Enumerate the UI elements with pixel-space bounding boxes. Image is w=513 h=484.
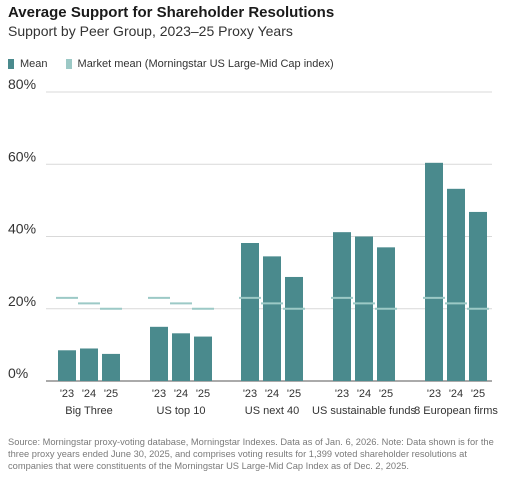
bar — [285, 276, 303, 381]
bar — [469, 211, 487, 381]
x-tick-label: '23 — [60, 388, 74, 400]
legend-label-mean: Mean — [20, 58, 48, 70]
x-tick-label: '25 — [104, 388, 118, 400]
bar — [425, 162, 443, 381]
y-tick-label: 60% — [8, 148, 36, 164]
x-tick-label: '23 — [152, 388, 166, 400]
group-label: Big Three — [65, 405, 113, 417]
chart-subtitle: Support by Peer Group, 2023–25 Proxy Yea… — [8, 23, 293, 39]
bar — [58, 350, 76, 381]
y-tick-label: 40% — [8, 221, 36, 237]
bar — [80, 348, 98, 381]
x-tick-label: '24 — [265, 388, 279, 400]
legend-swatch-mean — [8, 59, 14, 69]
x-tick-label: '23 — [243, 388, 257, 400]
x-tick-label: '24 — [174, 388, 188, 400]
bar — [333, 232, 351, 381]
x-tick-label: '23 — [427, 388, 441, 400]
bar — [377, 247, 395, 381]
footnote: Source: Morningstar proxy-voting databas… — [8, 437, 494, 471]
group-label: US next 40 — [245, 405, 299, 417]
x-tick-label: '25 — [379, 388, 393, 400]
bar — [194, 336, 212, 381]
bar — [241, 243, 259, 381]
legend-item-mean: Mean — [8, 58, 48, 70]
y-tick-label: 20% — [8, 293, 36, 309]
x-tick-label: '23 — [335, 388, 349, 400]
bar — [172, 333, 190, 381]
x-tick-label: '25 — [287, 388, 301, 400]
bar — [447, 188, 465, 381]
legend-item-market-mean: Market mean (Morningstar US Large-Mid Ca… — [65, 58, 334, 70]
x-tick-label: '24 — [449, 388, 463, 400]
bar — [150, 326, 168, 381]
x-tick-label: '24 — [82, 388, 96, 400]
bar — [355, 236, 373, 381]
bar — [102, 353, 120, 381]
y-tick-label: 0% — [8, 365, 28, 381]
y-tick-label: 80% — [8, 76, 36, 92]
x-tick-label: '25 — [471, 388, 485, 400]
bar-chart: 0% 20% 40% 60% 80% '23 '24 '25 Big Three '23 '24 '2… — [8, 76, 498, 417]
legend: Mean Market mean (Morningstar US Large-M… — [8, 58, 352, 70]
x-tick-label: '24 — [357, 388, 371, 400]
legend-label-market-mean: Market mean (Morningstar US Large-Mid Ca… — [77, 58, 334, 70]
group-label: US top 10 — [157, 405, 206, 417]
group-label: 8 European firms — [414, 405, 498, 417]
legend-swatch-market-mean — [65, 59, 72, 69]
chart-title: Average Support for Shareholder Resoluti… — [8, 4, 335, 21]
group-label: US sustainable funds — [312, 405, 416, 417]
bar — [263, 256, 281, 381]
x-tick-label: '25 — [196, 388, 210, 400]
